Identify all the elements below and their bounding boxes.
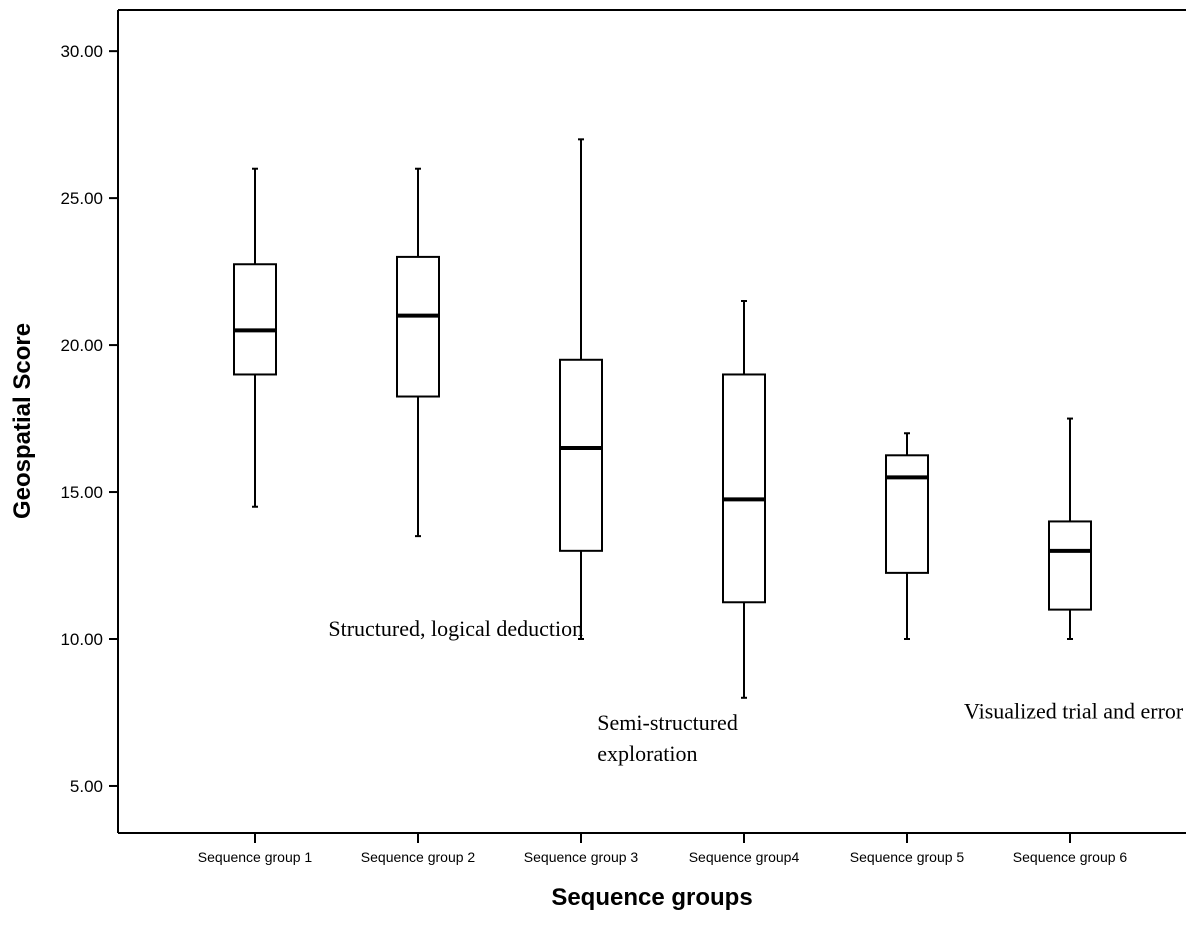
- y-tick-label: 5.00: [70, 777, 103, 796]
- box-group: [885, 432, 929, 641]
- annotation-text: Semi-structured exploration: [597, 710, 738, 766]
- x-tick-label: Sequence group 5: [850, 849, 965, 865]
- y-axis-ticks: 5.00 10.00 15.00 20.00 25.00 30.00: [60, 42, 118, 796]
- y-tick-label: 10.00: [60, 630, 103, 649]
- annotation-line: Semi-structured: [597, 710, 738, 735]
- y-tick-label: 20.00: [60, 336, 103, 355]
- annotation-line: Visualized trial and error: [964, 698, 1184, 723]
- x-axis-ticks: Sequence group 1 Sequence group 2 Sequence…: [198, 833, 1128, 865]
- y-tick-label: 25.00: [60, 189, 103, 208]
- annotation-text: Structured, logical deduction: [328, 616, 583, 641]
- annotation-line: exploration: [597, 741, 697, 766]
- iqr-box: [722, 373, 766, 604]
- x-tick-label: Sequence group 6: [1013, 849, 1128, 865]
- x-tick-label: Sequence group4: [689, 849, 800, 865]
- x-tick-label: Sequence group 2: [361, 849, 476, 865]
- y-tick-label: 30.00: [60, 42, 103, 61]
- annotations: Structured, logical deduction Semi-struct…: [328, 616, 1184, 766]
- box-group: [396, 167, 440, 538]
- box-group: [233, 167, 277, 508]
- iqr-box: [233, 263, 277, 376]
- box-group: [1048, 417, 1092, 641]
- box-group: [559, 138, 603, 641]
- box-series: [233, 138, 1092, 699]
- y-axis-title: Geospatial Score: [9, 323, 36, 519]
- iqr-box: [396, 255, 440, 398]
- iqr-box: [559, 358, 603, 552]
- x-axis-title: Sequence groups: [551, 884, 752, 911]
- annotation-text: Visualized trial and error: [964, 698, 1184, 723]
- iqr-box: [1048, 520, 1092, 611]
- box-group: [722, 299, 766, 699]
- x-tick-label: Sequence group 3: [524, 849, 639, 865]
- x-tick-label: Sequence group 1: [198, 849, 313, 865]
- iqr-box: [885, 454, 929, 574]
- y-tick-label: 15.00: [60, 483, 103, 502]
- annotation-line: Structured, logical deduction: [328, 616, 583, 641]
